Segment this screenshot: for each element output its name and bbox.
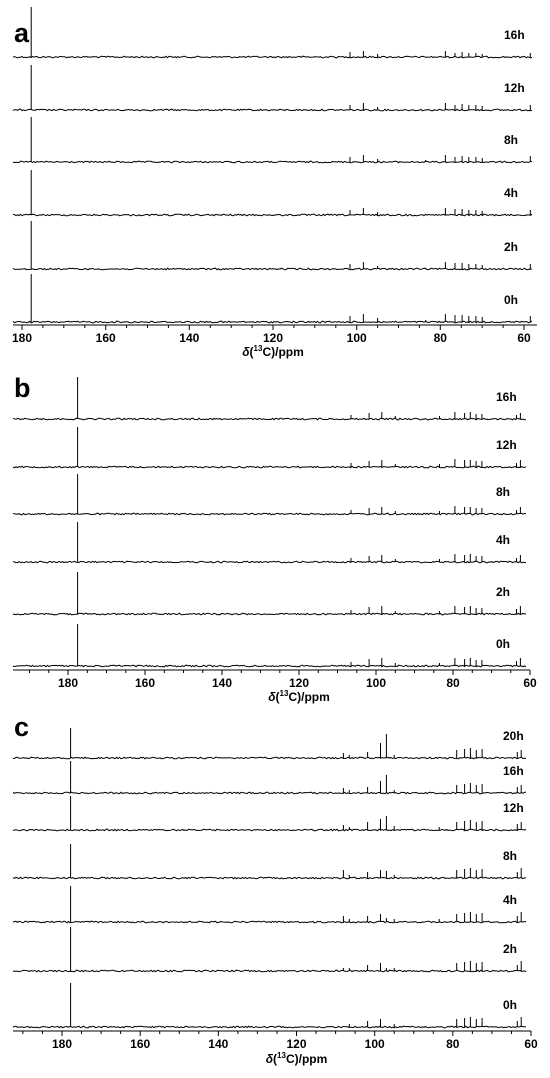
series-label-a-12h: 12h xyxy=(504,81,525,95)
panel-label-a: a xyxy=(14,18,30,48)
series-label-a-0h: 0h xyxy=(504,293,518,307)
tick-label-c-180: 180 xyxy=(52,1037,72,1051)
trace-baseline-c-4h xyxy=(12,920,527,924)
tick-label-b-80: 80 xyxy=(446,676,460,690)
trace-baseline-a-0h xyxy=(12,320,533,324)
series-label-c-2h: 2h xyxy=(503,942,517,956)
tick-label-c-160: 160 xyxy=(130,1037,150,1051)
trace-baseline-a-2h xyxy=(12,267,533,271)
tick-label-b-100: 100 xyxy=(366,676,386,690)
series-label-c-8h: 8h xyxy=(503,849,517,863)
series-label-a-16h: 16h xyxy=(504,28,525,42)
tick-label-c-120: 120 xyxy=(286,1037,306,1051)
tick-label-b-60: 60 xyxy=(523,676,537,690)
tick-label-c-60: 60 xyxy=(524,1037,538,1051)
series-label-b-16h: 16h xyxy=(496,390,517,404)
trace-baseline-b-2h xyxy=(12,612,527,616)
tick-label-c-100: 100 xyxy=(365,1037,385,1051)
trace-baseline-b-0h xyxy=(12,664,527,668)
tick-label-a-120: 120 xyxy=(263,331,283,345)
trace-baseline-c-16h xyxy=(12,791,527,795)
trace-baseline-b-4h xyxy=(12,560,527,564)
series-label-c-20h: 20h xyxy=(503,729,524,743)
tick-label-a-60: 60 xyxy=(517,331,531,345)
trace-baseline-a-12h xyxy=(12,108,533,112)
series-label-c-16h: 16h xyxy=(503,764,524,778)
series-label-a-4h: 4h xyxy=(504,186,518,200)
trace-baseline-c-20h xyxy=(12,756,527,760)
x-axis-title-a: δ(13C)/ppm xyxy=(242,344,304,359)
trace-baseline-c-8h xyxy=(12,876,527,880)
tick-label-a-160: 160 xyxy=(96,331,116,345)
tick-label-a-80: 80 xyxy=(434,331,448,345)
x-axis-title-c: δ(13C)/ppm xyxy=(266,1051,328,1066)
trace-baseline-a-4h xyxy=(12,213,533,217)
series-label-b-4h: 4h xyxy=(496,533,510,547)
tick-label-b-120: 120 xyxy=(289,676,309,690)
series-label-a-8h: 8h xyxy=(504,133,518,147)
series-label-b-8h: 8h xyxy=(496,485,510,499)
series-label-b-0h: 0h xyxy=(496,637,510,651)
panel-label-c: c xyxy=(14,712,29,742)
trace-baseline-c-2h xyxy=(12,969,527,973)
tick-label-c-80: 80 xyxy=(446,1037,460,1051)
x-axis-title-b: δ(13C)/ppm xyxy=(268,689,330,704)
tick-label-b-180: 180 xyxy=(58,676,78,690)
tick-label-b-140: 140 xyxy=(212,676,232,690)
series-label-b-12h: 12h xyxy=(496,438,517,452)
tick-label-a-100: 100 xyxy=(347,331,367,345)
panel-label-b: b xyxy=(14,373,31,403)
trace-baseline-c-12h xyxy=(12,828,527,832)
panel-b: b 16h 12h 8h 4h 2h 0h 180 160 140 120 100 80 60 δ(13C)… xyxy=(12,373,537,704)
tick-label-a-140: 140 xyxy=(179,331,199,345)
trace-baseline-c-0h xyxy=(12,1025,526,1029)
trace-baseline-a-8h xyxy=(12,160,533,164)
tick-label-b-160: 160 xyxy=(135,676,155,690)
series-label-c-0h: 0h xyxy=(503,998,517,1012)
trace-baseline-b-8h xyxy=(12,512,527,516)
panel-c: c 20h 16h 12h 8h 4h 2h 0h 180 160 140 120 100 80 60 δ(1… xyxy=(12,712,538,1066)
trace-baseline-b-12h xyxy=(12,465,527,469)
tick-label-c-140: 140 xyxy=(208,1037,228,1051)
trace-baseline-a-16h xyxy=(12,55,533,59)
panel-a: a 16h 12h 8h 4h 2h 0h 180 160 140 120 100 80 60 δ(13C)… xyxy=(12,7,537,359)
series-label-a-2h: 2h xyxy=(504,240,518,254)
series-label-c-4h: 4h xyxy=(503,893,517,907)
series-label-c-12h: 12h xyxy=(503,801,524,815)
trace-baseline-b-16h xyxy=(12,417,527,421)
series-label-b-2h: 2h xyxy=(496,585,510,599)
tick-label-a-180: 180 xyxy=(12,331,32,345)
